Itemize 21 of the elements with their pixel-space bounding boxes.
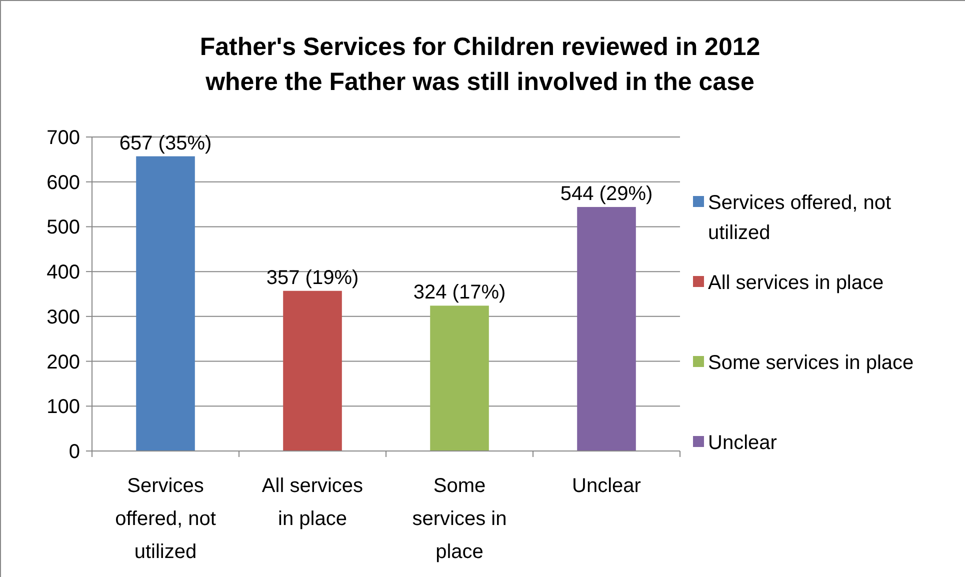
y-tick-label: 500 bbox=[46, 216, 80, 239]
data-label: 324 (17%) bbox=[413, 282, 506, 304]
x-tick-label: All services in place bbox=[262, 475, 364, 530]
data-label: 544 (29%) bbox=[560, 182, 653, 205]
x-tick-label: Some services in place bbox=[412, 475, 507, 563]
y-tick-label: 700 bbox=[46, 127, 80, 149]
legend-label: Unclear bbox=[708, 432, 778, 454]
data-label: 357 (19%) bbox=[266, 266, 359, 289]
legend-label: Services offered, not utilized bbox=[708, 192, 892, 244]
legend-label: All services in place bbox=[708, 272, 884, 294]
y-tick-label: 300 bbox=[46, 306, 80, 328]
y-tick-label: 600 bbox=[46, 172, 80, 194]
x-tick-label: Unclear bbox=[572, 475, 642, 497]
legend-label: Some services in place bbox=[708, 352, 914, 374]
y-tick-label: 400 bbox=[46, 262, 80, 284]
y-tick-label: 0 bbox=[68, 441, 80, 463]
y-tick-label: 200 bbox=[46, 351, 80, 374]
x-tick-label: Services offered, not utilized bbox=[115, 475, 216, 563]
y-tick-label: 100 bbox=[46, 396, 80, 418]
chart-title: Father's Services for Children reviewed in 2012 where the Father was still involved in the case bbox=[200, 33, 760, 96]
data-label: 657 (35%) bbox=[119, 132, 212, 154]
